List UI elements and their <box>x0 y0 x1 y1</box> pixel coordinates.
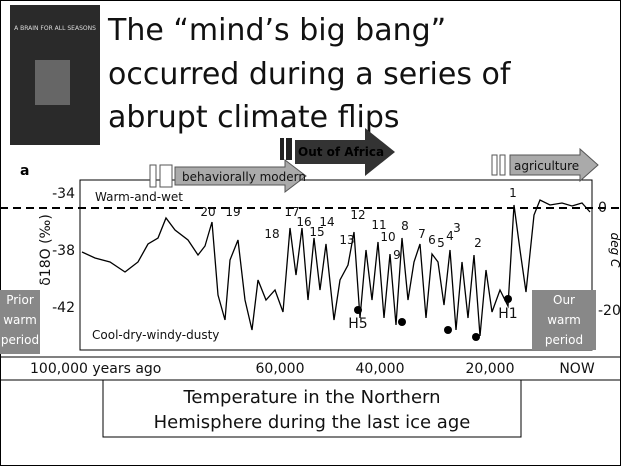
heinrich-dot <box>354 306 362 314</box>
stage-label: 10 <box>380 230 395 244</box>
stage-label: 13 <box>339 233 354 247</box>
stage-label: 6 <box>428 233 436 247</box>
stage-label: 15 <box>309 225 324 239</box>
period-label: Our <box>553 293 575 307</box>
event-label: Out of Africa <box>298 145 384 159</box>
stage-label: 4 <box>446 229 454 243</box>
period-label: period <box>545 333 583 347</box>
y-tick-label: -34 <box>52 186 75 202</box>
event-bar <box>286 138 292 160</box>
stage-label: 9 <box>393 248 401 262</box>
event-bar <box>159 164 173 188</box>
event-bar <box>149 164 157 188</box>
panel-label: a <box>20 163 29 179</box>
period-label: period <box>1 333 39 347</box>
cool-label: Cool-dry-windy-dusty <box>92 328 219 342</box>
time-label: NOW <box>559 361 594 377</box>
y2-axis-label: deg C <box>608 233 621 268</box>
heinrich-label: H1 <box>498 306 517 322</box>
period-label: warm <box>3 313 37 327</box>
time-label: 60,000 <box>256 361 305 377</box>
event-label: behaviorally modern <box>182 170 306 184</box>
event-arrow <box>509 147 599 183</box>
warm-label: Warm-and-wet <box>95 190 183 204</box>
heinrich-dot <box>472 333 480 341</box>
period-label: warm <box>547 313 581 327</box>
heinrich-dot <box>444 326 452 334</box>
isotope-record <box>81 199 591 337</box>
title-line: abrupt climate flips <box>108 100 400 135</box>
stage-label: 1 <box>509 186 517 200</box>
stage-label: 17 <box>284 205 299 219</box>
caption-box <box>102 379 522 438</box>
time-label: 100,000 years ago <box>30 361 161 377</box>
heinrich-label: H5 <box>348 316 367 332</box>
time-label: 40,000 <box>356 361 405 377</box>
event-bar <box>499 154 506 176</box>
book-title: A BRAIN FOR ALL SEASONS <box>14 25 96 32</box>
heinrich-dot <box>398 318 406 326</box>
stage-label: 11 <box>371 218 386 232</box>
y-tick-label: -38 <box>52 243 75 259</box>
stage-label: 12 <box>350 208 365 222</box>
stage-label: 5 <box>437 236 445 250</box>
plot-frame <box>79 179 593 351</box>
stage-label: 18 <box>264 227 279 241</box>
prior-period-box <box>0 290 40 354</box>
event-label: agriculture <box>514 159 579 173</box>
period-label: Prior <box>6 293 34 307</box>
event-bar <box>280 138 284 160</box>
event-bar <box>491 154 498 176</box>
stage-label: 14 <box>319 215 334 229</box>
caption-line: Hemisphere during the last ice age <box>154 412 471 433</box>
stage-label: 20 <box>200 205 215 219</box>
title-line: The “mind’s big bang” <box>107 13 446 48</box>
event-arrow <box>295 128 395 176</box>
stage-label: 7 <box>418 227 426 241</box>
y-axis-label: δ18O (‰) <box>38 214 54 286</box>
title-line: occurred during a series of <box>108 57 512 92</box>
stage-label: 8 <box>401 219 409 233</box>
stage-label: 16 <box>296 215 311 229</box>
y-tick-label: -42 <box>52 300 75 316</box>
stage-label: 2 <box>474 236 482 250</box>
caption-line: Temperature in the Northern <box>182 387 440 408</box>
stage-label: 3 <box>453 221 461 235</box>
stage-label: 19 <box>225 205 240 219</box>
our-period-box <box>532 290 596 350</box>
y2-tick-label: 0 <box>598 200 607 216</box>
book-photo <box>35 60 70 105</box>
heinrich-dot <box>504 295 512 303</box>
event-arrow <box>174 158 307 194</box>
time-label: 20,000 <box>466 361 515 377</box>
y2-tick-label: -20 <box>598 303 621 319</box>
